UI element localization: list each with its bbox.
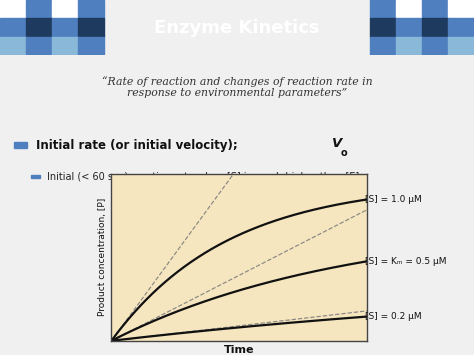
Bar [52, 18, 78, 37]
Text: Initial rate (or initial velocity);: Initial rate (or initial velocity); [36, 138, 242, 152]
Bar [396, 18, 422, 37]
Text: Enzyme Kinetics: Enzyme Kinetics [154, 18, 320, 37]
X-axis label: Time: Time [224, 345, 255, 355]
Bar [448, 18, 474, 37]
Bar [448, 0, 474, 18]
Bar [0, 18, 26, 37]
Bar [370, 18, 396, 37]
Bar [52, 37, 78, 55]
Bar [14, 142, 27, 148]
Bar [370, 37, 396, 55]
Bar [31, 175, 40, 178]
Bar [78, 18, 104, 37]
Bar [396, 37, 422, 55]
Bar [422, 37, 448, 55]
Bar [26, 18, 52, 37]
Text: [S] = 1.0 μM: [S] = 1.0 μM [365, 195, 421, 204]
Bar [26, 37, 52, 55]
Bar [422, 18, 448, 37]
Bar [0, 37, 26, 55]
Bar [396, 0, 422, 18]
Bar [78, 37, 104, 55]
Bar [422, 0, 448, 18]
Bar [78, 0, 104, 18]
Text: [S] = 0.2 μM: [S] = 0.2 μM [365, 312, 421, 321]
Bar [448, 37, 474, 55]
Bar [370, 0, 396, 18]
Text: o: o [340, 148, 347, 158]
Bar [52, 0, 78, 18]
Bar [0, 0, 26, 18]
Y-axis label: Product concentration, [P]: Product concentration, [P] [98, 198, 107, 317]
Bar [26, 0, 52, 18]
Text: “Rate of reaction and changes of reaction rate in
response to environmental para: “Rate of reaction and changes of reactio… [102, 76, 372, 98]
Text: [S] = Kₘ = 0.5 μM: [S] = Kₘ = 0.5 μM [365, 257, 447, 266]
Text: Initial (< 60 sec) reaction rate when [S] is much higher than [E]: Initial (< 60 sec) reaction rate when [S… [47, 171, 360, 181]
Text: V: V [332, 137, 342, 150]
